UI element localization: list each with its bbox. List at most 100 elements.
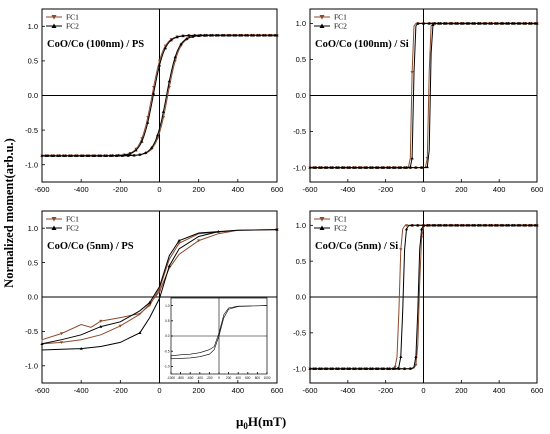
- data-point-fc2: [340, 166, 344, 169]
- data-point-fc2: [214, 33, 218, 37]
- data-point-fc2: [488, 21, 492, 25]
- data-point-fc2: [454, 223, 458, 227]
- x-tick-label: 400: [493, 185, 506, 194]
- data-point-fc2: [488, 223, 492, 227]
- x-tick-label: 0: [421, 386, 425, 395]
- panel-title: CoO/Co (5nm) / Si: [315, 241, 398, 252]
- data-point-fc2: [308, 166, 312, 169]
- legend-marker-fc2: [319, 23, 325, 28]
- inset-chart: -1000 -800 -600 -400 -200 0 200 400 600 800 1000 -1…: [164, 297, 271, 380]
- data-point-fc2: [448, 21, 452, 25]
- x-tick-label: -200: [378, 386, 393, 395]
- y-tick-label: 0.5: [296, 257, 306, 266]
- data-point-fc2: [167, 79, 171, 83]
- data-point-fc2: [126, 154, 130, 157]
- data-point-fc2: [50, 154, 54, 157]
- x-tick-label: -600: [34, 386, 49, 395]
- data-point-fc2: [397, 367, 401, 370]
- data-point-fc2: [448, 223, 452, 227]
- data-point-fc2: [391, 367, 395, 370]
- x-tick-label: -800: [177, 376, 184, 380]
- chart-panel-4: -600 -400 -200 0 200 400 600 -1.0 -0.5 0.0 0.5 1.0 F…: [293, 210, 543, 395]
- data-point-fc2: [533, 223, 537, 227]
- x-tick-label: 400: [232, 386, 245, 395]
- chart-panel-2: -600 -400 -200 0 200 400 600 -1.0 -0.5 0.0 0.5 1.0 F…: [293, 8, 544, 194]
- data-point-fc2: [67, 154, 71, 157]
- data-point-fc2: [533, 21, 537, 25]
- data-point-fc2: [357, 166, 361, 169]
- data-point-fc2: [155, 133, 160, 137]
- data-point-fc2: [465, 21, 469, 25]
- data-point-fc2: [185, 36, 189, 40]
- data-point-fc2: [275, 228, 279, 231]
- data-point-fc2: [138, 331, 142, 334]
- data-point-fc1: [148, 304, 152, 307]
- data-point-fc2: [167, 264, 171, 268]
- y-tick-label: -1.0: [293, 364, 306, 373]
- data-point-fc2: [420, 227, 424, 231]
- data-point-fc2: [454, 21, 458, 25]
- data-point-fc2: [116, 153, 120, 157]
- data-point-fc2: [157, 63, 162, 67]
- data-point-fc2: [399, 355, 403, 358]
- data-point-fc2: [261, 33, 265, 37]
- data-point-fc2: [103, 154, 107, 157]
- data-point-fc2: [79, 154, 83, 157]
- x-tick-label: 200: [226, 376, 232, 380]
- x-tick-label: 800: [255, 376, 261, 380]
- data-point-fc2: [199, 33, 203, 37]
- y-tick-label: -0.5: [25, 327, 38, 336]
- data-point-fc2: [312, 367, 316, 370]
- data-point-fc2: [421, 21, 426, 25]
- chart-panel-1: -600 -400 -200 0 200 400 600 -1.0 -0.5 0.0 0.5 1.0 F…: [25, 8, 283, 194]
- data-point-fc2: [368, 367, 373, 370]
- data-point-fc2: [216, 230, 220, 233]
- data-point-fc2: [114, 154, 118, 157]
- data-point-fc2: [414, 166, 418, 169]
- x-tick-label: 0: [157, 386, 161, 395]
- x-tick-label: 200: [192, 185, 205, 194]
- x-tick-label: 600: [531, 185, 544, 194]
- series-line-fc1: [41, 229, 278, 345]
- data-point-fc2: [204, 33, 209, 37]
- data-point-fc2: [208, 33, 212, 37]
- y-tick-label: 0.5: [296, 55, 306, 64]
- chart-panel-3: -600 -400 -200 0 200 400 600-1.0-0.50.00.51.0F…: [25, 210, 283, 395]
- data-point-fc2: [408, 166, 412, 169]
- data-point-fc2: [61, 154, 66, 157]
- data-point-fc2: [416, 223, 420, 227]
- x-tick-label: 0: [157, 185, 161, 194]
- data-point-fc1: [99, 319, 103, 323]
- data-point-fc2: [334, 166, 339, 169]
- y-tick-label: 0.5: [28, 258, 38, 267]
- data-point-fc2: [346, 367, 350, 370]
- data-point-fc2: [465, 223, 469, 227]
- data-point-fc2: [414, 355, 418, 358]
- data-point-fc2: [232, 33, 236, 37]
- data-point-fc2: [357, 367, 361, 370]
- data-point-fc2: [275, 33, 279, 37]
- y-tick-label: 0.0: [28, 293, 38, 302]
- data-point-fc2: [459, 21, 463, 25]
- data-point-fc1: [60, 332, 64, 336]
- x-tick-label: -400: [74, 386, 89, 395]
- data-point-fc2: [386, 166, 390, 169]
- data-point-fc2: [416, 21, 420, 25]
- data-point-fc1: [118, 324, 122, 328]
- legend-label-fc1: FC1: [66, 13, 79, 22]
- data-point-fc2: [493, 21, 497, 25]
- data-point-fc2: [527, 223, 531, 227]
- x-tick-label: 400: [236, 376, 242, 380]
- inset-loop-line: [170, 305, 268, 360]
- data-point-fc2: [193, 33, 197, 37]
- data-point-fc2: [437, 223, 441, 227]
- legend-marker-fc1: [319, 15, 325, 20]
- data-point-fc2: [516, 21, 520, 25]
- x-tick-label: -200: [113, 185, 128, 194]
- data-point-fc2: [91, 154, 95, 157]
- y-tick-label: 1.0: [28, 224, 38, 233]
- data-point-fc2: [56, 154, 60, 157]
- x-tick-label: 0: [218, 376, 220, 380]
- data-point-fc2: [386, 367, 390, 370]
- data-point-fc2: [173, 55, 177, 59]
